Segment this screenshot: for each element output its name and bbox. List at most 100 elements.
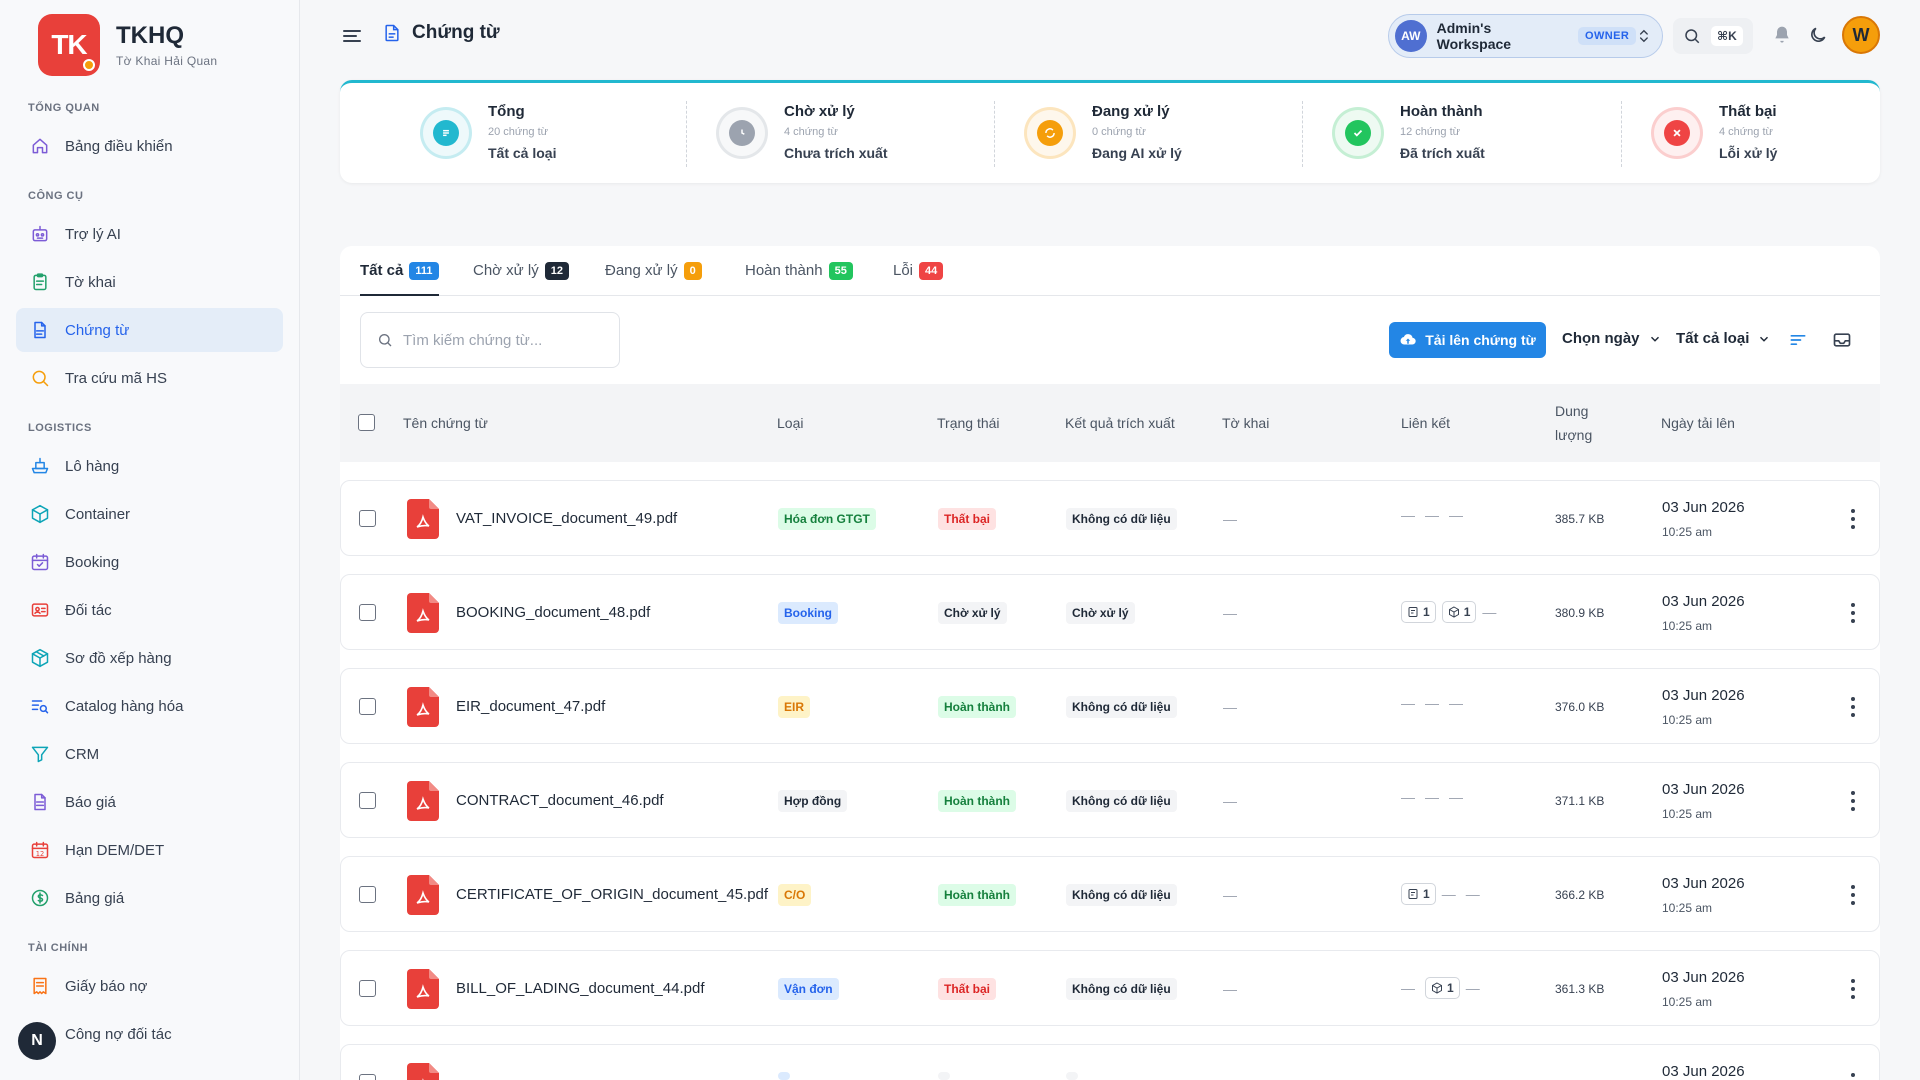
workspace-switcher[interactable]: AW Admin's Workspace OWNER [1388, 14, 1663, 58]
document-icon [385, 24, 399, 42]
inbox-icon[interactable] [1830, 328, 1854, 352]
stat-label: Chờ xử lý [784, 103, 855, 120]
col-type[interactable]: Loại [777, 415, 804, 431]
sidebar-item[interactable]: Chứng từ [16, 308, 283, 352]
sidebar-item[interactable]: Container [16, 492, 283, 536]
more-options-icon[interactable] [1851, 1073, 1855, 1080]
extract-result-badge: Chờ xử lý [1066, 602, 1135, 624]
container-link-chip[interactable]: 1 [1441, 601, 1477, 623]
col-links[interactable]: Liên kết [1401, 415, 1451, 431]
status-badge: Thất bại [938, 508, 997, 530]
extract-result-badge [1066, 1072, 1078, 1080]
global-search-button[interactable]: ⌘K [1673, 18, 1753, 54]
sort-icon[interactable] [1786, 328, 1810, 352]
check-icon [1345, 120, 1371, 146]
search-input[interactable] [403, 331, 603, 349]
col-name[interactable]: Tên chứng từ [403, 415, 488, 431]
sidebar-item[interactable]: Sơ đồ xếp hàng [16, 636, 283, 680]
status-tab[interactable]: Lỗi 44 [893, 262, 944, 296]
more-options-icon[interactable] [1851, 697, 1855, 717]
sidebar-item[interactable]: 12 Hạn DEM/DET [16, 828, 283, 872]
chevron-down-icon [1760, 336, 1769, 342]
sidebar-item[interactable]: Bảng giá [16, 876, 283, 920]
more-options-icon[interactable] [1851, 885, 1855, 905]
dollar-circle-icon [29, 887, 51, 909]
sidebar-item[interactable]: Tra cứu mã HS [16, 356, 283, 400]
upload-document-button[interactable]: Tải lên chứng từ [1389, 322, 1546, 358]
sidebar-item[interactable]: CRM [16, 732, 283, 776]
search-icon [1685, 29, 1700, 44]
table-row[interactable]: CERTIFICATE_OF_ORIGIN_document_45.pdf C/… [340, 856, 1880, 932]
calendar-icon [29, 551, 51, 573]
col-extract[interactable]: Kết quả trích xuất [1065, 415, 1175, 431]
table-row[interactable]: EIR_document_47.pdf EIR Hoàn thành Không… [340, 668, 1880, 744]
status-tab[interactable]: Hoàn thành 55 [745, 262, 853, 296]
table-row[interactable]: BOOKING_document_48.pdf Booking Chờ xử l… [340, 574, 1880, 650]
menu-toggle-icon[interactable] [340, 24, 364, 48]
sidebar-item[interactable]: Công nợ đối tác [16, 1012, 283, 1056]
bell-icon[interactable] [1769, 22, 1795, 48]
sidebar-item-label: Bảng điều khiển [65, 137, 173, 155]
file-name[interactable]: VAT_INVOICE_document_49.pdf [456, 510, 678, 527]
row-checkbox[interactable] [359, 792, 376, 809]
document-search[interactable] [360, 312, 620, 368]
table-row[interactable]: BILL_OF_LADING_document_44.pdf Vận đơn T… [340, 950, 1880, 1026]
stat-count: 20 chứng từ [488, 126, 548, 138]
row-checkbox[interactable] [359, 698, 376, 715]
sidebar-item-label: Chứng từ [65, 321, 130, 339]
more-options-icon[interactable] [1851, 979, 1855, 999]
col-size-line2[interactable]: lượng [1555, 427, 1593, 443]
type-filter-dropdown[interactable]: Tất cả loại [1676, 330, 1771, 347]
file-name[interactable]: BILL_OF_LADING_document_44.pdf [456, 980, 705, 997]
sidebar-item-label: Báo giá [65, 793, 116, 811]
moon-icon[interactable] [1805, 22, 1831, 48]
sidebar-item[interactable]: Giấy báo nợ [16, 964, 283, 1008]
col-date[interactable]: Ngày tải lên [1661, 415, 1735, 431]
stat-card[interactable]: Thất bại 4 chứng từ Lỗi xử lý [1651, 101, 1777, 171]
file-name[interactable]: BOOKING_document_48.pdf [456, 604, 651, 621]
sidebar-item[interactable]: Bảng điều khiển [16, 124, 283, 168]
stat-card[interactable]: Tổng 20 chứng từ Tất cả loại [420, 101, 556, 171]
stat-text: Thất bại 4 chứng từ Lỗi xử lý [1719, 101, 1777, 161]
declaration-link-chip[interactable]: 1 [1401, 601, 1436, 623]
status-tab[interactable]: Đang xử lý 0 [605, 262, 702, 296]
stat-card[interactable]: Hoàn thành 12 chứng từ Đã trích xuất [1332, 101, 1485, 171]
col-status[interactable]: Trạng thái [937, 415, 1000, 431]
bottom-badge[interactable]: N [18, 1022, 56, 1060]
select-all-checkbox[interactable] [358, 414, 375, 431]
col-declaration[interactable]: Tờ khai [1222, 415, 1270, 431]
stat-card[interactable]: Chờ xử lý 4 chứng từ Chưa trích xuất [716, 101, 888, 171]
sidebar-item[interactable]: Tờ khai [16, 260, 283, 304]
declaration-link-chip[interactable]: 1 [1401, 883, 1436, 905]
file-name[interactable]: EIR_document_47.pdf [456, 698, 606, 715]
sidebar-item[interactable]: Báo giá [16, 780, 283, 824]
col-size-line1[interactable]: Dung [1555, 403, 1589, 419]
table-row[interactable]: CONTRACT_document_46.pdf Hợp đồng Hoàn t… [340, 762, 1880, 838]
date-filter-dropdown[interactable]: Chọn ngày [1562, 330, 1662, 347]
file-name[interactable]: CERTIFICATE_OF_ORIGIN_document_45.pdf [456, 886, 769, 903]
table-row[interactable]: — — — 03 Jun 2026 [340, 1044, 1880, 1080]
sidebar-item[interactable]: Lô hàng [16, 444, 283, 488]
file-name[interactable]: CONTRACT_document_46.pdf [456, 792, 664, 809]
row-checkbox[interactable] [359, 886, 376, 903]
stat-desc: Chưa trích xuất [784, 145, 888, 161]
brand[interactable]: TK TKHQ Tờ Khai Hải Quan [38, 14, 217, 76]
more-options-icon[interactable] [1851, 603, 1855, 623]
row-checkbox[interactable] [359, 510, 376, 527]
more-options-icon[interactable] [1851, 509, 1855, 529]
row-checkbox[interactable] [359, 980, 376, 997]
sidebar-item[interactable]: Catalog hàng hóa [16, 684, 283, 728]
sidebar-item[interactable]: Booking [16, 540, 283, 584]
tab-label: Hoàn thành [745, 262, 823, 279]
sidebar-item[interactable]: Đối tác [16, 588, 283, 632]
table-row[interactable]: VAT_INVOICE_document_49.pdf Hóa đơn GTGT… [340, 480, 1880, 556]
status-tab[interactable]: Tất cả 111 [360, 262, 439, 296]
user-avatar[interactable]: W [1842, 16, 1880, 54]
container-link-chip[interactable]: 1 [1425, 977, 1460, 999]
sidebar-item[interactable]: Trợ lý AI [16, 212, 283, 256]
status-tab[interactable]: Chờ xử lý 12 [473, 262, 569, 296]
row-checkbox[interactable] [359, 1074, 376, 1080]
row-checkbox[interactable] [359, 604, 376, 621]
stat-card[interactable]: Đang xử lý 0 chứng từ Đang AI xử lý [1024, 101, 1182, 171]
more-options-icon[interactable] [1851, 791, 1855, 811]
